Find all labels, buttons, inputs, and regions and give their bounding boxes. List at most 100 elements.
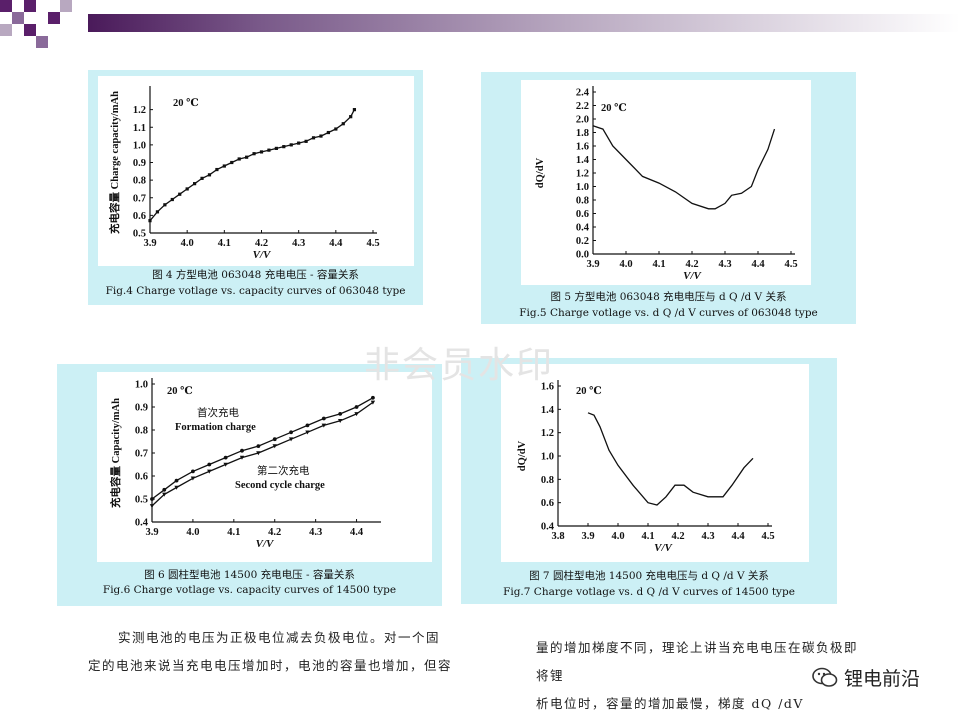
y-tick-label: 0.8 [541,475,554,486]
y-tick-label: 1.8 [576,128,589,139]
data-point [230,160,234,165]
data-point [311,136,316,140]
x-tick-label: 4.2 [255,238,268,249]
data-point [274,146,278,150]
y-tick-label: 1.0 [541,452,554,463]
figure-5-panel: 3.9 4.0 4.1 4.2 4.3 4.4 4.5 0.0 0.2 0.4 0.6 0.8 1.0 1… [481,72,856,324]
data-point [288,437,294,442]
figure-5-caption-en: Fig.5 Charge votlage vs. d Q /d V curves… [519,307,818,319]
figure-6-caption-cn: 图 6 圆柱型电池 14500 充电电压 - 容量关系 [144,569,355,581]
y-tick-label: 1.6 [541,382,554,393]
y-tick-label: 2.0 [576,115,589,126]
x-tick-label: 4.5 [366,238,379,249]
figure-6-caption-en: Fig.6 Charge votlage vs. capacity curves… [102,584,397,596]
x-tick-label: 4.2 [671,531,684,542]
data-point [174,478,179,483]
data-point [200,176,204,180]
series-label-en: Second cycle charge [235,480,325,491]
series-label-cn: 第二次充电 [257,464,310,477]
paragraph-right: 量的增加梯度不同，理论上讲当充电电压在碳负极即将锂 析电位时，容量的增加最慢，梯… [536,634,866,718]
y-tick-label: 1.0 [576,182,589,193]
data-point [267,148,271,152]
data-point [190,476,196,481]
x-tick-label: 4.1 [652,259,665,270]
watermark: 非会员水印 [364,345,555,386]
x-axis-label: V/V [654,542,673,554]
series-label-en: Formation charge [175,422,256,433]
data-point [354,405,359,409]
y-tick-label: 0.4 [541,522,555,533]
data-point [174,485,179,490]
data-point [178,192,182,196]
data-point [170,197,174,202]
title-decoration [0,0,960,48]
y-tick-label: 2.4 [576,88,590,99]
y-tick-label: 1.4 [576,155,590,166]
data-point [207,173,212,177]
data-point [304,139,308,143]
paragraph-left: 实测电池的电压为正极电位减去负极电位。对一个固 定的电池来说当充电电压增加时，电… [88,624,468,680]
y-axis-label: dQ/dV [535,157,546,188]
y-tick-label: 0.9 [133,158,146,169]
x-tick-label: 4.3 [718,259,731,270]
x-tick-label: 4.0 [611,531,624,542]
y-tick-label: 0.8 [133,176,146,187]
x-tick-label: 3.9 [145,527,158,538]
y-tick-label: 1.1 [133,123,146,134]
x-tick-label: 4.1 [641,531,654,542]
x-tick-label: 4.5 [761,531,774,542]
paragraph-left-line: 定的电池来说当充电电压增加时，电池的容量也增加，但容 [88,658,453,673]
y-tick-label: 1.4 [541,405,555,416]
data-point [256,444,261,448]
y-tick-label: 0.6 [133,211,146,222]
figure-4-panel: 3.9 4.0 4.1 4.2 4.3 4.4 4.5 0.5 0.6 0.7 0.8 0.9 1.0 1… [88,70,423,305]
chat-bubble-icon [812,667,838,687]
data-point [334,127,338,131]
y-tick-label: 0.7 [135,449,148,460]
data-point [222,164,226,168]
x-tick-label: 4.0 [186,527,199,538]
data-point [321,423,327,428]
data-point [272,437,277,442]
x-tick-label: 4.0 [619,259,632,270]
data-point [272,444,277,449]
x-tick-label: 4.1 [227,527,240,538]
data-point [341,122,345,126]
data-point [319,134,323,138]
data-point [163,203,167,207]
x-axis-label: V/V [256,538,275,550]
data-point [282,145,286,149]
data-point [223,455,228,460]
figure-6-panel: 3.9 4.0 4.1 4.2 4.3 4.4 0.4 0.5 0.6 0.7 0.8 0.9 1.0 V… [57,364,442,606]
y-tick-label: 0.6 [135,472,148,483]
paragraph-right-line: 量的增加梯度不同，理论上讲当充电电压在碳负极即将锂 [536,640,859,683]
figure-7-panel: 3.8 3.9 4.0 4.1 4.2 4.3 4.4 4.5 0.4 0.6 0.8 1.0 1.2 1… [461,358,837,604]
temperature-label: 20 ℃ [576,386,602,397]
x-tick-label: 3.8 [551,531,564,542]
data-point [354,412,359,417]
y-tick-label: 0.9 [135,403,148,414]
data-point [371,395,375,400]
temperature-label: 20 ℃ [167,386,193,397]
data-point [289,143,293,147]
figure-4-caption-en: Fig.4 Charge votlage vs. capacity curves… [105,285,406,297]
temperature-label: 20 ℃ [601,103,627,114]
data-point [223,462,228,467]
x-tick-label: 4.0 [181,238,194,249]
y-tick-label: 0.5 [135,495,148,506]
data-point [289,430,293,435]
x-tick-label: 4.2 [685,259,698,270]
data-point [370,400,376,405]
data-point [352,108,357,112]
data-point [155,210,160,214]
x-tick-label: 4.1 [218,238,231,249]
data-point [207,462,212,467]
data-point [162,487,167,492]
data-point [338,412,343,416]
data-point [239,455,245,460]
data-point [215,167,219,172]
x-tick-label: 4.4 [731,531,745,542]
data-point [305,423,310,428]
y-axis-label: 充电容量 Capacity/mAh [109,398,122,508]
y-tick-label: 1.2 [541,428,554,439]
